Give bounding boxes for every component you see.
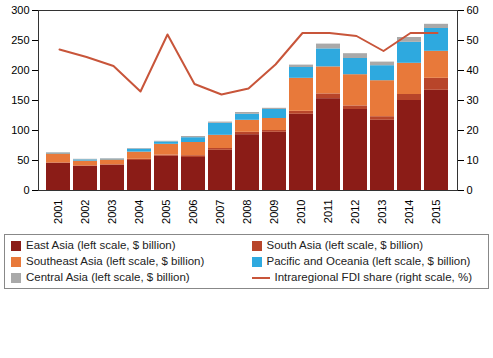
html-text:Pacific and Oceania (left scal: Pacific and Oceania (left scale, $ billi…: [266, 255, 471, 267]
svg-text:200: 200: [11, 64, 29, 76]
svg-text:2001: 2001: [52, 200, 64, 224]
html-text:Southeast Asia (left scale, $: Southeast Asia (left scale, $ billion): [26, 255, 205, 267]
svg-text:2004: 2004: [133, 200, 145, 224]
svg-text:10: 10: [467, 154, 479, 166]
svg-text:100: 100: [11, 124, 29, 136]
svg-text:2010: 2010: [295, 200, 307, 224]
svg-text:20: 20: [467, 124, 479, 136]
svg-text:2009: 2009: [268, 200, 280, 224]
svg-text:250: 250: [11, 34, 29, 46]
svg-text:150: 150: [11, 94, 29, 106]
svg-text:50: 50: [467, 34, 479, 46]
html-text:Central Asia (left scale, $ bi: Central Asia (left scale, $ billion): [26, 271, 190, 283]
html-text:South Asia (left scale, $ bill: South Asia (left scale, $ billion): [266, 239, 424, 251]
svg-text:40: 40: [467, 64, 479, 76]
svg-text:2015: 2015: [430, 200, 442, 224]
svg-text:2002: 2002: [79, 200, 91, 224]
svg-text:2007: 2007: [214, 200, 226, 224]
svg-text:2013: 2013: [376, 200, 388, 224]
svg-text:2005: 2005: [160, 200, 172, 224]
html-text:Intraregional FDI share (right: Intraregional FDI share (right scale, %): [274, 271, 472, 283]
svg-text:60: 60: [467, 4, 479, 16]
svg-text:2006: 2006: [187, 200, 199, 224]
svg-text:50: 50: [17, 154, 29, 166]
svg-text:2008: 2008: [241, 200, 253, 224]
svg-text:2012: 2012: [349, 200, 361, 224]
svg-text:2011: 2011: [322, 200, 334, 224]
html-text:East Asia (left scale, $ billi: East Asia (left scale, $ billion): [26, 239, 176, 251]
svg-text:0: 0: [467, 184, 473, 196]
svg-text:30: 30: [467, 94, 479, 106]
svg-text:2003: 2003: [106, 200, 118, 224]
svg-text:300: 300: [11, 4, 29, 16]
svg-text:2014: 2014: [403, 200, 415, 224]
svg-text:0: 0: [23, 184, 29, 196]
